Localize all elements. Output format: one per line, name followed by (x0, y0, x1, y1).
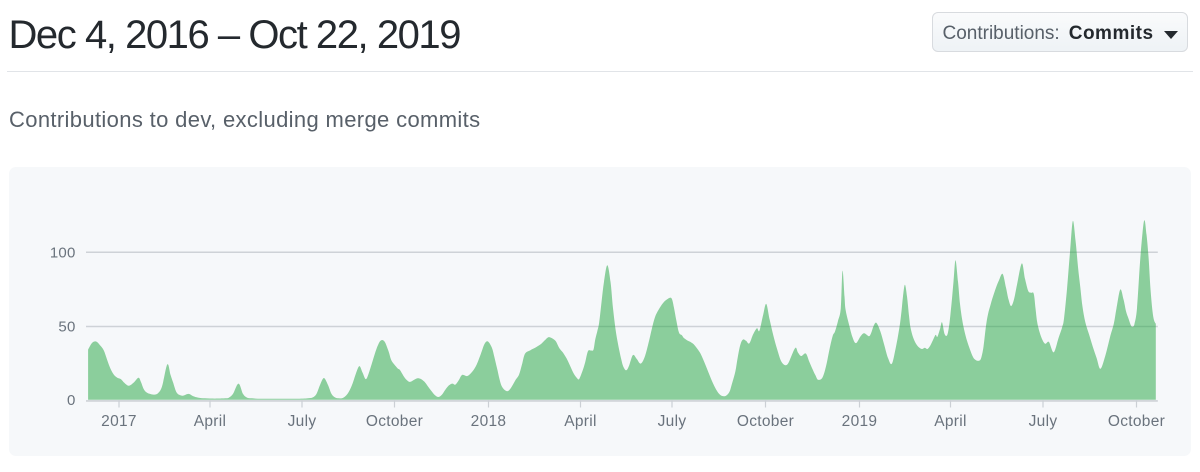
svg-text:2019: 2019 (842, 413, 878, 430)
svg-text:October: October (366, 413, 423, 430)
svg-text:2018: 2018 (471, 413, 507, 430)
svg-text:April: April (564, 413, 597, 430)
svg-text:October: October (1108, 413, 1165, 430)
svg-text:April: April (934, 413, 967, 430)
svg-text:0: 0 (67, 392, 76, 409)
svg-text:100: 100 (50, 244, 76, 261)
svg-text:April: April (194, 413, 227, 430)
svg-text:July: July (1029, 413, 1058, 430)
svg-text:50: 50 (58, 319, 75, 336)
svg-text:2017: 2017 (101, 413, 137, 430)
svg-text:July: July (658, 413, 687, 430)
svg-text:October: October (737, 413, 794, 430)
svg-text:July: July (288, 413, 317, 430)
